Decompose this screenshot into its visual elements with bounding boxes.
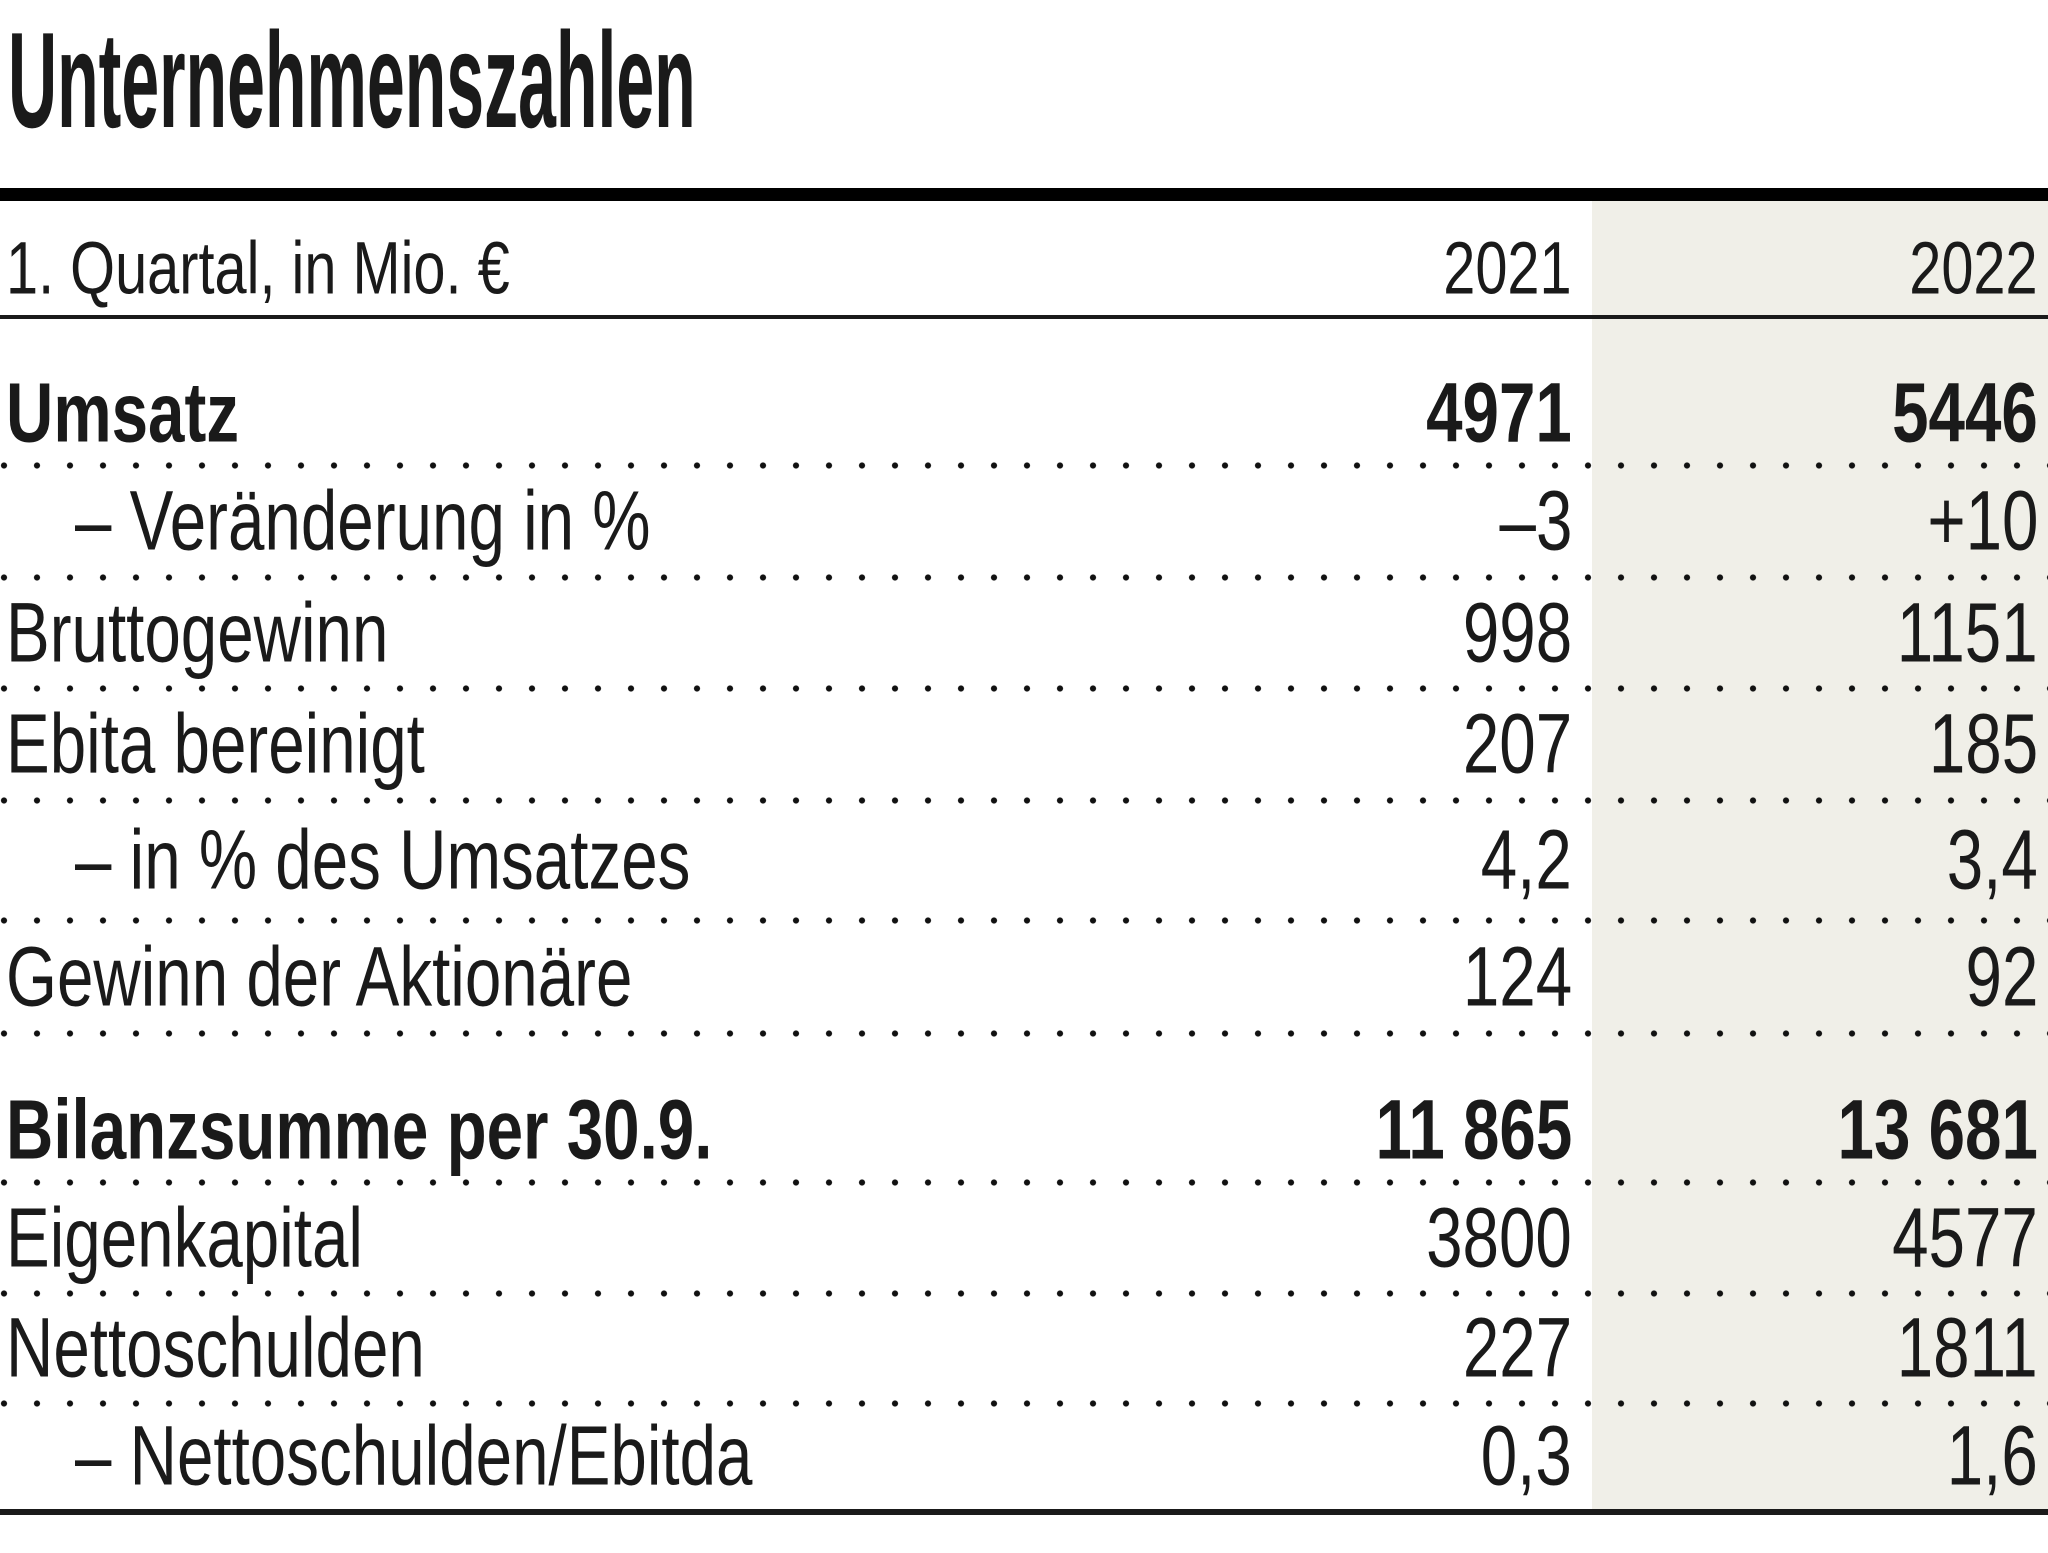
row-value-2022: 3,4: [1946, 812, 2038, 907]
row-value-2022: 92: [1965, 929, 2038, 1023]
row-value-2022: 4577: [1892, 1190, 2038, 1284]
row-value-2021: 4,2: [1480, 812, 1572, 907]
column-header-2021: 2021: [1443, 226, 1572, 310]
title-rule: [0, 188, 2048, 201]
row-value-2021: 0,3: [1480, 1408, 1572, 1503]
row-label: Eigenkapital: [6, 1190, 363, 1284]
row-value-2021: 11 865: [1375, 1082, 1572, 1176]
table-row: – Nettoschulden/Ebitda 0,3 1,6: [0, 1403, 2048, 1509]
row-value-2022: 1151: [1897, 585, 2038, 679]
row-value-2022: 1,6: [1946, 1408, 2038, 1503]
row-value-2021: 4971: [1426, 365, 1572, 460]
column-header-2022: 2022: [1909, 226, 2038, 310]
row-label: Ebita bereinigt: [6, 696, 425, 791]
row-label: – Nettoschulden/Ebitda: [75, 1408, 753, 1503]
row-value-2021: –3: [1499, 473, 1572, 568]
row-label: Gewinn der Aktionäre: [6, 929, 633, 1023]
table-row: Gewinn der Aktionäre 124 92: [0, 920, 2048, 1037]
row-value-2021: 998: [1462, 585, 1572, 679]
row-label: Nettoschulden: [6, 1300, 425, 1395]
table-header: 1. Quartal, in Mio. € 2021 2022: [0, 201, 2048, 315]
table-row: Nettoschulden 227 1811: [0, 1293, 2048, 1407]
dotted-separator: [0, 917, 2048, 924]
unit-label: 1. Quartal, in Mio. €: [6, 226, 510, 310]
row-label: Bilanzsumme per 30.9.: [6, 1082, 713, 1176]
table-row: Bilanzsumme per 30.9. 11 865 13 681: [0, 1033, 2048, 1186]
row-value-2022: 1811: [1897, 1300, 2038, 1395]
row-value-2021: 227: [1462, 1300, 1572, 1395]
dotted-separator: [0, 797, 2048, 804]
page-title: Unternehmenszahlen: [8, 4, 696, 156]
row-label: – Veränderung in %: [75, 473, 651, 568]
row-value-2022: 5446: [1892, 365, 2038, 460]
dotted-separator: [0, 574, 2048, 581]
table-row: Bruttogewinn 998 1151: [0, 577, 2048, 692]
table-row: – Veränderung in % –3 +10: [0, 465, 2048, 581]
table-row: Ebita bereinigt 207 185: [0, 688, 2048, 804]
table-row: Umsatz 4971 5446: [0, 319, 2048, 469]
row-value-2021: 124: [1462, 929, 1572, 1023]
row-value-2022: 185: [1928, 696, 2038, 791]
dotted-separator: [0, 462, 2048, 469]
row-value-2022: 13 681: [1837, 1082, 2038, 1176]
dotted-separator: [0, 1030, 2048, 1037]
header-rule: [0, 315, 2048, 319]
row-label: – in % des Umsatzes: [75, 812, 691, 907]
dotted-separator: [0, 685, 2048, 692]
row-value-2021: 207: [1462, 696, 1572, 791]
table-row: Eigenkapital 3800 4577: [0, 1182, 2048, 1297]
row-value-2022: +10: [1926, 473, 2038, 568]
dotted-separator: [0, 1400, 2048, 1407]
row-label: Bruttogewinn: [6, 585, 389, 679]
bottom-rule: [0, 1509, 2048, 1515]
dotted-separator: [0, 1179, 2048, 1186]
dotted-separator: [0, 1290, 2048, 1297]
row-value-2021: 3800: [1426, 1190, 1572, 1284]
row-label: Umsatz: [6, 365, 240, 460]
table-row: – in % des Umsatzes 4,2 3,4: [0, 800, 2048, 924]
